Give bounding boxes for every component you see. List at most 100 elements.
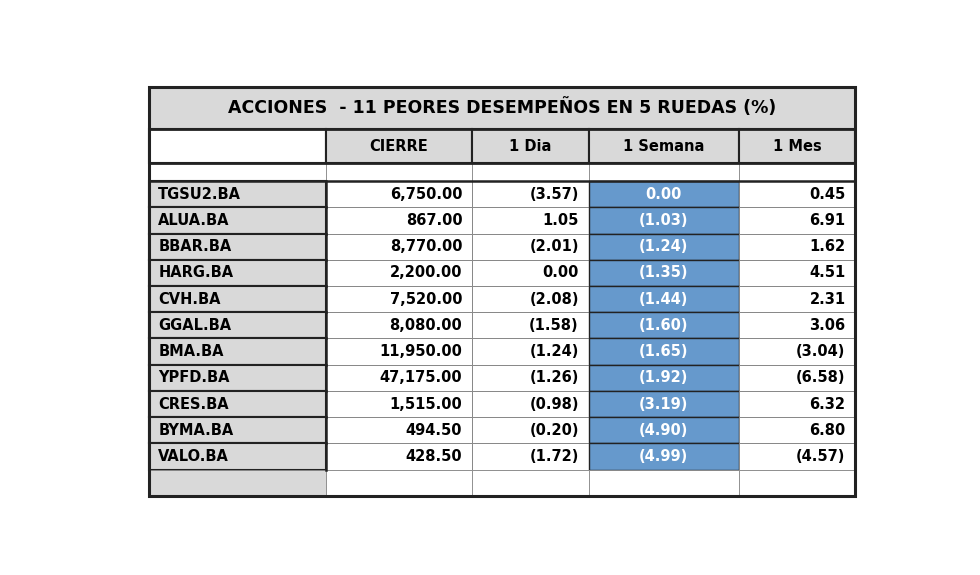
Text: (1.24): (1.24) <box>529 344 579 359</box>
Text: 1.62: 1.62 <box>809 239 846 254</box>
Bar <box>589 163 739 181</box>
Bar <box>739 470 856 496</box>
Bar <box>739 233 856 260</box>
Text: 1 Mes: 1 Mes <box>773 139 821 154</box>
Text: 0.00: 0.00 <box>542 266 579 281</box>
Text: (1.26): (1.26) <box>529 370 579 385</box>
Bar <box>149 365 325 391</box>
Text: ALUA.BA: ALUA.BA <box>158 213 229 228</box>
Bar <box>589 470 739 496</box>
Text: VALO.BA: VALO.BA <box>158 449 229 464</box>
Bar <box>472 365 589 391</box>
Bar <box>589 339 739 365</box>
Bar <box>589 129 739 163</box>
Bar <box>325 181 472 207</box>
Bar <box>149 443 325 470</box>
Text: 1 Semana: 1 Semana <box>623 139 705 154</box>
Bar <box>739 312 856 339</box>
Text: 3.06: 3.06 <box>809 318 846 333</box>
Bar <box>472 129 589 163</box>
Bar <box>325 163 472 181</box>
Bar <box>589 260 739 286</box>
Bar <box>149 339 325 365</box>
Bar <box>472 207 589 233</box>
Bar <box>589 443 739 470</box>
Bar <box>472 286 589 312</box>
Text: (2.08): (2.08) <box>529 292 579 306</box>
Text: HARG.BA: HARG.BA <box>158 266 233 281</box>
Bar <box>739 207 856 233</box>
Text: 8,770.00: 8,770.00 <box>390 239 463 254</box>
Bar <box>325 391 472 417</box>
Text: (6.58): (6.58) <box>796 370 846 385</box>
Bar <box>589 286 739 312</box>
Text: 494.50: 494.50 <box>406 423 463 438</box>
Bar <box>149 312 325 339</box>
Bar <box>325 470 472 496</box>
Text: (1.24): (1.24) <box>639 239 689 254</box>
Bar <box>325 207 472 233</box>
Bar <box>739 365 856 391</box>
Text: ACCIONES  - 11 PEORES DESEMPEÑOS EN 5 RUEDAS (%): ACCIONES - 11 PEORES DESEMPEÑOS EN 5 RUE… <box>228 98 776 117</box>
Text: (1.58): (1.58) <box>529 318 579 333</box>
Text: (0.98): (0.98) <box>529 397 579 412</box>
Text: (1.44): (1.44) <box>639 292 689 306</box>
Text: BMA.BA: BMA.BA <box>158 344 223 359</box>
Text: (4.90): (4.90) <box>639 423 689 438</box>
Bar <box>325 339 472 365</box>
Bar <box>472 339 589 365</box>
Bar <box>472 443 589 470</box>
Bar <box>739 417 856 443</box>
Bar <box>739 181 856 207</box>
Bar <box>325 260 472 286</box>
Text: 1.05: 1.05 <box>542 213 579 228</box>
Text: 6,750.00: 6,750.00 <box>390 187 463 202</box>
Bar <box>325 286 472 312</box>
Text: 2.31: 2.31 <box>809 292 846 306</box>
Bar <box>149 260 325 286</box>
Text: (1.65): (1.65) <box>639 344 689 359</box>
Text: BBAR.BA: BBAR.BA <box>158 239 231 254</box>
Bar <box>149 207 325 233</box>
Bar <box>589 233 739 260</box>
Text: CRES.BA: CRES.BA <box>158 397 228 412</box>
Text: BYMA.BA: BYMA.BA <box>158 423 233 438</box>
Text: CVH.BA: CVH.BA <box>158 292 220 306</box>
Bar <box>149 87 856 129</box>
Text: 4.51: 4.51 <box>809 266 846 281</box>
Text: (3.57): (3.57) <box>529 187 579 202</box>
Bar <box>472 163 589 181</box>
Text: 6.32: 6.32 <box>809 397 846 412</box>
Bar <box>589 365 739 391</box>
Bar <box>149 470 325 496</box>
Text: (2.01): (2.01) <box>529 239 579 254</box>
Bar <box>739 260 856 286</box>
Text: 428.50: 428.50 <box>406 449 463 464</box>
Bar <box>472 470 589 496</box>
Text: (3.04): (3.04) <box>796 344 846 359</box>
Text: (1.03): (1.03) <box>639 213 689 228</box>
Text: 867.00: 867.00 <box>406 213 463 228</box>
Bar <box>472 181 589 207</box>
Bar <box>739 286 856 312</box>
Bar <box>149 129 325 163</box>
Text: (3.19): (3.19) <box>639 397 689 412</box>
Text: (4.99): (4.99) <box>639 449 688 464</box>
Text: 6.80: 6.80 <box>809 423 846 438</box>
Bar <box>325 233 472 260</box>
Text: CIERRE: CIERRE <box>369 139 428 154</box>
Text: 47,175.00: 47,175.00 <box>379 370 463 385</box>
Bar <box>589 207 739 233</box>
Bar <box>472 312 589 339</box>
Bar <box>325 365 472 391</box>
Text: TGSU2.BA: TGSU2.BA <box>158 187 241 202</box>
Text: GGAL.BA: GGAL.BA <box>158 318 231 333</box>
Bar <box>739 391 856 417</box>
Text: (4.57): (4.57) <box>796 449 846 464</box>
Bar <box>739 163 856 181</box>
Text: (0.20): (0.20) <box>529 423 579 438</box>
Bar <box>325 443 472 470</box>
Bar <box>149 391 325 417</box>
Bar <box>325 417 472 443</box>
Bar <box>739 129 856 163</box>
